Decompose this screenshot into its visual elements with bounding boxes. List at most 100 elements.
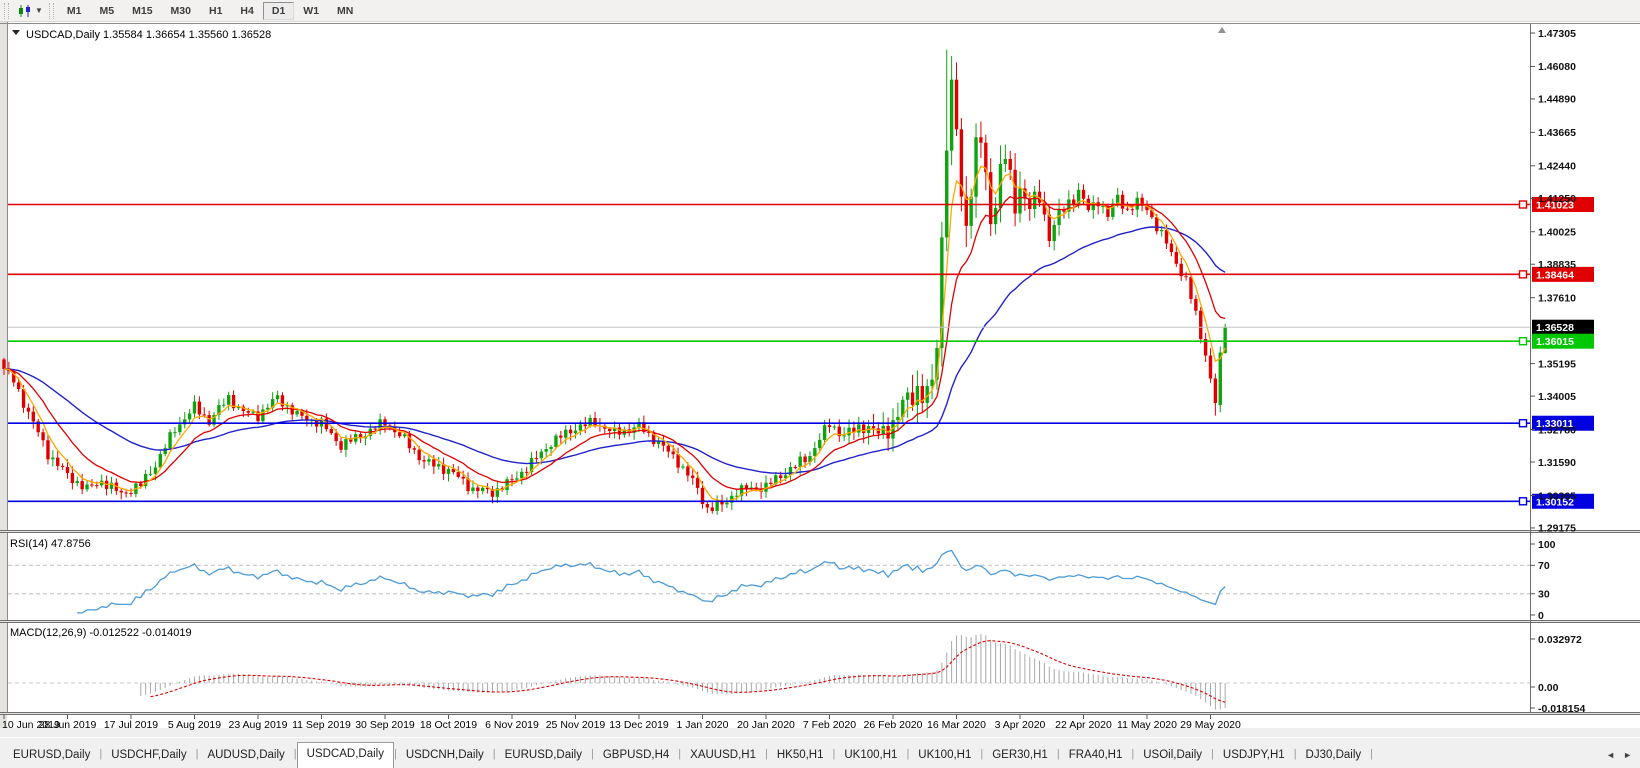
ma-fast-line bbox=[3, 165, 1226, 503]
date-axis-label: 22 Apr 2020 bbox=[1055, 719, 1112, 731]
tab-separator: | bbox=[492, 748, 496, 760]
candle-body bbox=[1130, 209, 1135, 211]
toolbar-grip[interactable] bbox=[4, 2, 9, 19]
tabs-scroll-left-icon[interactable]: ◄ bbox=[1606, 750, 1616, 760]
candle-body bbox=[261, 409, 265, 422]
symbol-tab-dj30-daily[interactable]: DJ30,Daily bbox=[1305, 749, 1362, 761]
date-axis-label: 30 Sep 2019 bbox=[355, 719, 415, 731]
candle-body bbox=[1174, 252, 1179, 264]
candle-body bbox=[832, 426, 837, 428]
symbol-tab-xauusd-h1[interactable]: XAUUSD,H1 bbox=[690, 749, 756, 761]
candle-body bbox=[837, 426, 841, 437]
timeframe-button-m15[interactable]: M15 bbox=[132, 4, 153, 17]
timeframe-button-w1[interactable]: W1 bbox=[303, 4, 320, 17]
candle-body bbox=[705, 503, 710, 508]
symbol-tab-eurusd-daily[interactable]: EURUSD,Daily bbox=[13, 749, 91, 761]
symbol-tab-eurusd-daily[interactable]: EURUSD,Daily bbox=[504, 749, 582, 761]
candle-body bbox=[715, 501, 719, 511]
price-badge bbox=[1532, 196, 1594, 212]
date-axis-label: 3 Apr 2020 bbox=[995, 719, 1046, 731]
candle-body bbox=[695, 477, 700, 488]
timeframe-button-d1[interactable]: D1 bbox=[262, 1, 295, 20]
candle-body bbox=[1067, 199, 1071, 212]
candle-body bbox=[925, 386, 929, 403]
candle-body bbox=[231, 395, 236, 409]
level-handle[interactable] bbox=[1518, 270, 1528, 279]
candle-body bbox=[988, 172, 993, 225]
price-axis-tick: 1.46080 bbox=[1538, 61, 1576, 73]
symbol-tab-ger30-h1[interactable]: GER30,H1 bbox=[992, 749, 1048, 761]
timeframe-button-h1[interactable]: H1 bbox=[208, 4, 223, 17]
timeframe-button-m5[interactable]: M5 bbox=[99, 4, 115, 17]
timeframe-button-mn[interactable]: MN bbox=[337, 4, 354, 17]
symbol-tab-usdchf-daily[interactable]: USDCHF,Daily bbox=[111, 749, 187, 761]
price-badge-label: 1.33011 bbox=[1536, 418, 1574, 430]
candle-body bbox=[744, 485, 749, 490]
timeframe-button-m1[interactable]: M1 bbox=[66, 4, 82, 17]
candle-body bbox=[329, 429, 333, 434]
timeframe-button-m30[interactable]: M30 bbox=[170, 4, 191, 17]
level-handle[interactable] bbox=[1518, 497, 1528, 506]
chart-shift-marker[interactable] bbox=[1218, 27, 1226, 33]
candle-body bbox=[910, 392, 915, 406]
candle-body bbox=[495, 488, 500, 497]
candle-body bbox=[1223, 327, 1227, 353]
candle-body bbox=[124, 492, 128, 494]
candle-body bbox=[949, 79, 954, 151]
candle-body bbox=[612, 427, 617, 432]
rsi-axis-tick: 30 bbox=[1538, 589, 1550, 601]
symbol-tab-hk50-h1[interactable]: HK50,H1 bbox=[776, 749, 824, 761]
date-axis-label: 16 Mar 2020 bbox=[927, 719, 986, 731]
candle-body bbox=[246, 411, 250, 413]
candle-body bbox=[803, 456, 807, 463]
candle-body bbox=[1101, 205, 1105, 207]
chart-canvas[interactable]: 1.36528 1.41023 1.38464 1.36015 1.33011 1.301… bbox=[0, 22, 1640, 737]
tabs-scroll-right-icon[interactable]: ► bbox=[1623, 750, 1632, 760]
candle-body bbox=[1072, 199, 1076, 205]
symbol-tab-uk100-h1[interactable]: UK100,H1 bbox=[918, 749, 972, 761]
tab-separator: | bbox=[980, 748, 984, 760]
level-handle[interactable] bbox=[1518, 337, 1528, 346]
candle-body bbox=[1164, 229, 1169, 244]
candle-body bbox=[720, 501, 724, 505]
candlestick-chart-icon bbox=[19, 4, 30, 17]
candle-body bbox=[476, 487, 480, 492]
symbol-tab-gbpusd-h4[interactable]: GBPUSD,H4 bbox=[602, 749, 670, 761]
symbol-tab-usdcad-daily[interactable]: USDCAD,Daily bbox=[296, 742, 394, 768]
date-axis-label: 26 Feb 2020 bbox=[864, 719, 923, 731]
candle-body bbox=[427, 459, 431, 462]
candle-body bbox=[95, 485, 99, 487]
symbol-tab-fra40-h1[interactable]: FRA40,H1 bbox=[1068, 749, 1123, 761]
chart-type-button[interactable]: ▼ bbox=[13, 4, 47, 18]
candle-body bbox=[402, 434, 407, 437]
symbol-tab-uk100-h1[interactable]: UK100,H1 bbox=[844, 749, 898, 761]
candle-body bbox=[26, 407, 31, 412]
candle-body bbox=[187, 413, 192, 420]
level-handle[interactable] bbox=[1518, 419, 1528, 428]
candle-body bbox=[60, 465, 65, 467]
candle-body bbox=[529, 458, 534, 473]
symbol-tab-usdcnh-daily[interactable]: USDCNH,Daily bbox=[405, 749, 484, 761]
symbol-tab-usdjpy-h1[interactable]: USDJPY,H1 bbox=[1222, 749, 1285, 761]
tab-separator: | bbox=[906, 748, 910, 760]
price-axis-tick: 1.30365 bbox=[1538, 490, 1576, 502]
tab-separator: | bbox=[195, 748, 199, 760]
candle-body bbox=[793, 467, 798, 469]
symbol-tab-usoil-daily[interactable]: USOil,Daily bbox=[1143, 749, 1203, 761]
timeframe-button-h4[interactable]: H4 bbox=[240, 4, 254, 17]
price-axis-tick: 1.29175 bbox=[1538, 523, 1576, 535]
level-handle[interactable] bbox=[1518, 200, 1528, 209]
macd-axis-tick: -0.018154 bbox=[1538, 703, 1585, 715]
candle-body bbox=[539, 451, 544, 459]
tab-separator: | bbox=[293, 748, 297, 760]
candle-body bbox=[993, 208, 998, 225]
candle-body bbox=[534, 458, 539, 460]
date-axis-label: 5 Aug 2019 bbox=[168, 719, 221, 731]
candle-body bbox=[651, 432, 656, 445]
symbol-tab-audusd-daily[interactable]: AUDUSD,Daily bbox=[207, 749, 285, 761]
candle-body bbox=[549, 446, 553, 450]
candle-body bbox=[945, 150, 949, 238]
chart-collapse-icon[interactable] bbox=[12, 30, 20, 35]
candle-body bbox=[1145, 204, 1149, 211]
candle-body bbox=[471, 487, 475, 492]
